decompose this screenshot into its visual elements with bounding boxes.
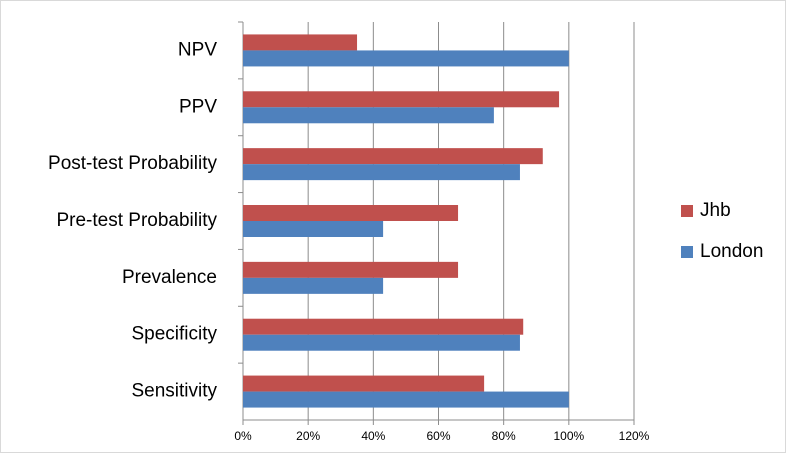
y-tick-label: NPV	[178, 39, 217, 60]
bar	[243, 107, 494, 124]
x-tick-label: 20%	[296, 429, 320, 443]
bar	[243, 91, 560, 108]
bar	[243, 205, 459, 221]
x-tick-label: 80%	[492, 429, 516, 443]
bar	[243, 148, 543, 165]
bar	[243, 50, 569, 67]
y-tick-label: Specificity	[131, 324, 217, 345]
x-tick-label: 100%	[553, 429, 584, 443]
legend-label: Jhb	[700, 200, 731, 221]
x-tick-label: 40%	[361, 429, 385, 443]
bar	[243, 164, 520, 181]
bar	[243, 34, 358, 51]
bar	[243, 334, 520, 351]
bar	[243, 391, 569, 408]
y-tick-label: Post-test Probability	[48, 153, 217, 174]
bar	[243, 277, 384, 294]
x-tick-label: 60%	[426, 429, 450, 443]
bar	[243, 261, 459, 278]
legend-label: London	[700, 241, 763, 262]
y-tick-label: Pre-test Probability	[56, 210, 217, 231]
legend-swatch	[681, 205, 693, 217]
y-tick-label: PPV	[179, 96, 217, 117]
bar	[243, 375, 485, 392]
bar	[243, 221, 384, 237]
legend-swatch	[681, 246, 693, 258]
y-tick-label: Sensitivity	[131, 381, 217, 402]
y-tick-label: Prevalence	[122, 267, 217, 288]
bar	[243, 318, 524, 335]
x-tick-label: 120%	[619, 429, 650, 443]
x-tick-label: 0%	[234, 429, 252, 443]
